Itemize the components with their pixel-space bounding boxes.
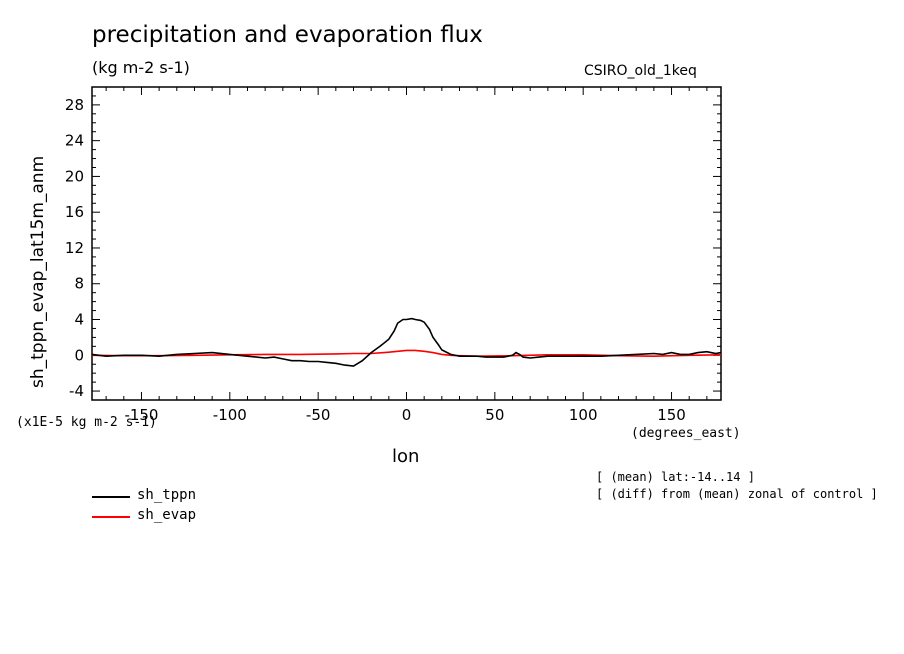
x-tick-label: 100 xyxy=(569,406,598,424)
x-tick-label: 50 xyxy=(485,406,504,424)
y-tick-label: 16 xyxy=(65,203,84,221)
y-tick-label: 28 xyxy=(65,96,84,114)
legend-label-sh-evap: sh_evap xyxy=(137,507,197,523)
diff-note: [ (diff) from (mean) zonal of control ] xyxy=(596,487,878,501)
axis-ticks xyxy=(92,86,721,401)
y-tick-label: -4 xyxy=(69,382,84,400)
axis-tick-labels: -4 0 4 8 12 16 20 24 28 -150 -100 -50 0 50 100 150 xyxy=(65,96,686,424)
mean-note: [ (mean) lat:-14..14 ] xyxy=(596,470,755,484)
scale-note: (x1E-5 kg m-2 s-1) xyxy=(16,415,157,430)
chart-subtitle: (kg m-2 s-1) xyxy=(92,58,190,77)
model-label: CSIRO_old_1keq xyxy=(584,63,697,79)
y-tick-label: 0 xyxy=(74,346,84,364)
x-tick-label: 0 xyxy=(402,406,412,424)
x-tick-label: -100 xyxy=(213,406,247,424)
y-tick-label: 12 xyxy=(65,239,84,257)
x-tick-label: 150 xyxy=(657,406,686,424)
legend-swatch-sh-tppn xyxy=(92,496,130,498)
series-layer xyxy=(91,317,722,367)
legend-label-sh-tppn: sh_tppn xyxy=(137,487,197,503)
y-tick-label: 8 xyxy=(74,275,84,293)
y-tick-label: 20 xyxy=(65,167,84,185)
x-axis-units: (degrees_east) xyxy=(631,426,741,441)
x-axis-label: lon xyxy=(392,446,420,467)
y-tick-label: 24 xyxy=(65,132,84,150)
y-axis-label: sh_tppn_evap_lat15m_anm xyxy=(28,155,48,388)
x-tick-label: -50 xyxy=(306,406,331,424)
series-line-sh-tppn xyxy=(91,317,722,367)
chart-title: precipitation and evaporation flux xyxy=(92,22,483,48)
y-tick-label: 4 xyxy=(74,311,84,329)
plot-frame xyxy=(91,86,722,401)
x-tick-label: -150 xyxy=(124,406,158,424)
legend-swatch-sh-evap xyxy=(92,516,130,518)
